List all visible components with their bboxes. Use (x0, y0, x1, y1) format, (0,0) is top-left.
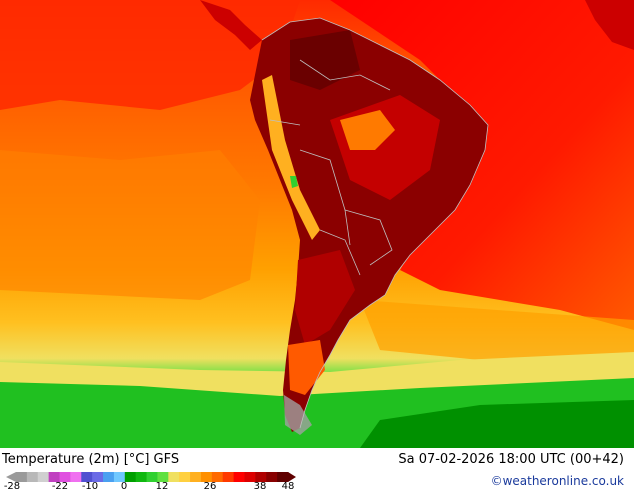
scale-swatch (70, 472, 82, 482)
scale-swatch (211, 472, 224, 482)
scale-swatch (157, 472, 169, 482)
scale-swatch (59, 472, 71, 482)
scale-swatch (233, 472, 245, 482)
scale-swatch (113, 472, 126, 482)
scale-swatch (48, 472, 61, 482)
tierra-del-fuego-grey (284, 395, 312, 435)
scale-swatch (266, 472, 278, 482)
color-scale-bar (6, 472, 296, 482)
scale-swatch (16, 472, 28, 482)
valid-time: Sa 07-02-2026 18:00 UTC (00+42) (398, 452, 624, 467)
scale-tick-label: 38 (253, 481, 267, 492)
scale-tick-label: -22 (51, 481, 69, 492)
scale-swatch (168, 472, 180, 482)
scale-swatch (37, 472, 50, 482)
scale-swatch (190, 472, 202, 482)
scale-swatch (135, 472, 148, 482)
scale-swatch (277, 472, 289, 482)
scale-arrow-right (288, 472, 296, 482)
scale-swatch (26, 472, 39, 482)
country-borders (261, 17, 489, 429)
argentina-red (295, 250, 355, 345)
scale-tick-label: -28 (3, 481, 21, 492)
atlantic-warm-water (330, 0, 634, 330)
scale-swatch (92, 472, 104, 482)
scale-swatch (244, 472, 256, 482)
amazon-dark (290, 30, 360, 90)
scale-tick-label: 26 (203, 481, 217, 492)
map-canvas (0, 0, 634, 448)
pacific-orange-band (0, 150, 260, 300)
color-scale: -28 -22 -10 0 12 26 38 48 (3, 472, 296, 492)
brazil-plateau-orange (340, 110, 395, 150)
africa-land (585, 0, 634, 50)
scale-swatch (179, 472, 191, 482)
scale-tick-label: -10 (81, 481, 99, 492)
southern-ocean-dark-green (360, 400, 634, 448)
scale-tick-label: 0 (120, 481, 128, 492)
scale-swatch (146, 472, 158, 482)
scale-swatch (222, 472, 235, 482)
credit-link[interactable]: ©weatheronline.co.uk (490, 474, 624, 488)
andes-cool-strip (262, 75, 320, 240)
scale-swatch (103, 472, 115, 482)
map-title: Temperature (2m) [°C] GFS (2, 452, 180, 467)
south-atlantic-orange (360, 300, 634, 370)
temperature-map (0, 0, 634, 448)
scale-swatch (255, 472, 267, 482)
map-footer: Temperature (2m) [°C] GFS Sa 07-02-2026 … (0, 448, 634, 492)
scale-swatch (200, 472, 213, 482)
scale-swatch (81, 472, 93, 482)
scale-tick-label: 48 (281, 481, 295, 492)
scale-arrow-left (6, 472, 16, 482)
scale-swatch (124, 472, 137, 482)
scale-tick-label: 12 (155, 481, 169, 492)
andes-green-patch (290, 176, 298, 188)
central-america-land (200, 0, 262, 50)
